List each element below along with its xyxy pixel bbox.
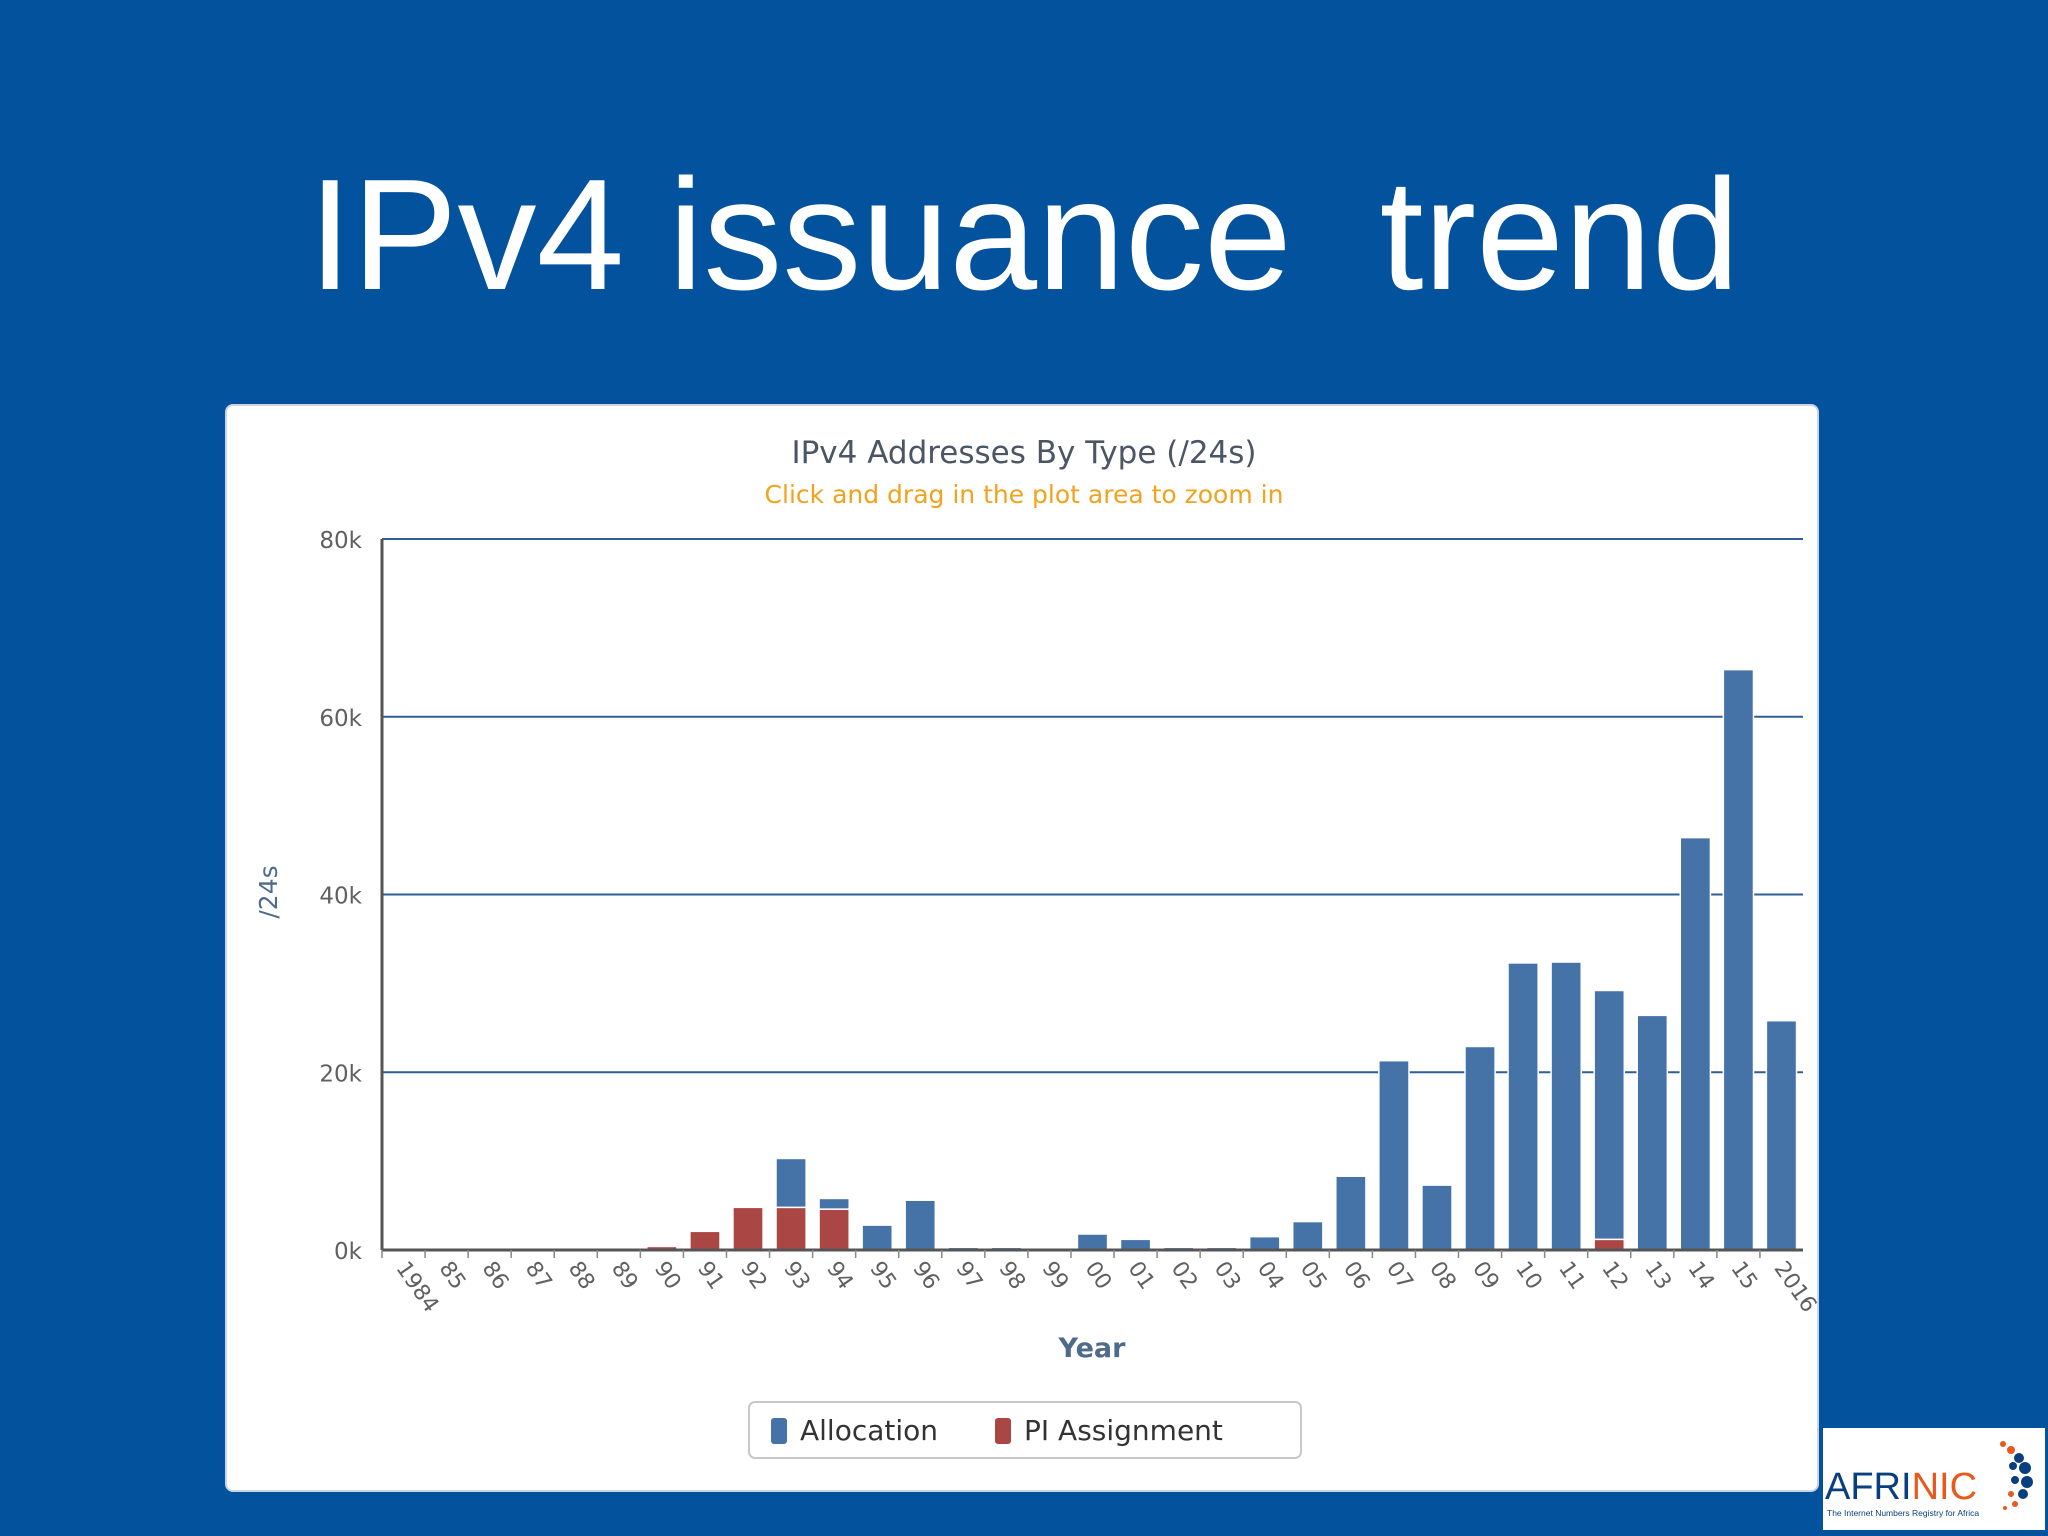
bar-allocation-2016[interactable]: [1765, 1019, 1798, 1251]
x-tick-label: 96: [907, 1257, 944, 1294]
x-tick-label: 95: [864, 1257, 901, 1294]
bar-allocation-15[interactable]: [1722, 668, 1755, 1251]
legend[interactable]: Allocation PI Assignment: [748, 1401, 1302, 1459]
bar-allocation-09[interactable]: [1464, 1045, 1496, 1251]
x-tick-label: 00: [1080, 1257, 1117, 1294]
bar-allocation-05[interactable]: [1291, 1220, 1324, 1251]
bar-allocation-00[interactable]: [1076, 1233, 1109, 1251]
chart-title: IPv4 Addresses By Type (/24s): [791, 435, 1256, 471]
x-tick-label: 08: [1424, 1257, 1461, 1294]
slide-title: IPv4 issuance trend: [308, 147, 1740, 323]
chart-subtitle: Click and drag in the plot area to zoom …: [765, 480, 1284, 509]
logo-dots-icon: [2000, 1441, 2033, 1510]
legend-swatch-pi-assignment[interactable]: [995, 1418, 1011, 1444]
bar-allocation-14[interactable]: [1679, 836, 1712, 1251]
bar-allocation-04[interactable]: [1248, 1235, 1281, 1251]
x-tick-label: 10: [1510, 1257, 1547, 1294]
x-tick-label: 85: [434, 1257, 471, 1294]
x-tick-label: 94: [821, 1257, 858, 1294]
chart-svg[interactable]: IPv4 Addresses By Type (/24s) Click and …: [227, 406, 1821, 1494]
bar-allocation-96[interactable]: [904, 1199, 937, 1251]
y-axis-label: /24s: [254, 865, 283, 918]
bar-allocation-08[interactable]: [1421, 1184, 1453, 1251]
legend-swatch-allocation[interactable]: [771, 1418, 787, 1444]
x-tick-label: 99: [1037, 1257, 1074, 1294]
x-tick-label: 12: [1596, 1257, 1633, 1294]
legend-label-pi-assignment[interactable]: PI Assignment: [1024, 1414, 1223, 1447]
bar-allocation-06[interactable]: [1335, 1175, 1367, 1251]
x-tick-label: 97: [950, 1257, 987, 1294]
legend-label-allocation[interactable]: Allocation: [800, 1414, 938, 1447]
logo-wordmark-part2: NIC: [1911, 1466, 1978, 1508]
bar-layer[interactable]: [646, 668, 1798, 1251]
x-tick-label: 92: [735, 1257, 772, 1294]
bar-allocation-11[interactable]: [1550, 961, 1582, 1251]
bar-allocation-95[interactable]: [861, 1224, 894, 1251]
bar-pi-assignment-94[interactable]: [818, 1208, 850, 1251]
x-tick-label: 91: [692, 1257, 729, 1294]
bar-pi-assignment-93[interactable]: [775, 1206, 807, 1251]
y-tick-label: 0k: [334, 1239, 363, 1265]
logo-tagline: The Internet Numbers Registry for Africa: [1827, 1508, 1980, 1518]
x-tick-label: 86: [477, 1257, 514, 1294]
y-tick-label: 60k: [319, 706, 362, 732]
bar-allocation-13[interactable]: [1636, 1014, 1669, 1251]
x-tick-label: 06: [1338, 1257, 1375, 1294]
x-tick-label: 89: [606, 1257, 643, 1294]
bar-allocation-93[interactable]: [775, 1157, 807, 1209]
grid-layer: [382, 538, 1803, 1074]
y-tick-label: 40k: [319, 884, 362, 910]
x-tick-label: 03: [1209, 1257, 1246, 1294]
logo-wordmark: AFRINIC: [1825, 1466, 1977, 1509]
afrinic-logo: AFRINIC The Internet Numbers Registry fo…: [1823, 1428, 2045, 1530]
x-tick-label: 98: [993, 1257, 1030, 1294]
y-tick-label: 80k: [319, 528, 362, 554]
legend-box: [748, 1401, 1302, 1459]
bar-allocation-07[interactable]: [1378, 1059, 1410, 1251]
x-tick-label: 04: [1252, 1257, 1289, 1294]
logo-wordmark-part1: AFRI: [1825, 1466, 1912, 1508]
x-tick-label: 90: [649, 1257, 686, 1294]
x-tick-label: 11: [1553, 1257, 1590, 1294]
x-tick-label: 88: [563, 1257, 600, 1294]
x-tick-label: 09: [1467, 1257, 1504, 1294]
x-tick-label: 02: [1166, 1257, 1203, 1294]
bar-allocation-10[interactable]: [1507, 962, 1539, 1251]
bar-allocation-94[interactable]: [818, 1197, 850, 1210]
x-tick-label: 01: [1123, 1257, 1160, 1294]
x-tick-label: 05: [1295, 1257, 1332, 1294]
bar-pi-assignment-12[interactable]: [1593, 1238, 1626, 1251]
x-tick-label: 14: [1682, 1257, 1719, 1294]
bar-pi-assignment-91[interactable]: [689, 1230, 721, 1251]
bar-allocation-01[interactable]: [1119, 1238, 1152, 1251]
x-tick-label: 93: [778, 1257, 815, 1294]
x-tick-label: 07: [1381, 1257, 1418, 1294]
x-tick-label: 2016: [1769, 1257, 1821, 1317]
chart-card[interactable]: IPv4 Addresses By Type (/24s) Click and …: [225, 404, 1821, 1494]
x-axis-label: Year: [1058, 1333, 1127, 1364]
bar-pi-assignment-92[interactable]: [732, 1206, 764, 1251]
x-tick-label: 1984: [391, 1257, 444, 1317]
x-tick-label: 13: [1639, 1257, 1676, 1294]
y-tick-label: 20k: [319, 1061, 362, 1087]
bar-allocation-12[interactable]: [1593, 989, 1626, 1241]
x-tick-label: 15: [1725, 1257, 1762, 1294]
x-tick-label: 87: [520, 1257, 557, 1294]
